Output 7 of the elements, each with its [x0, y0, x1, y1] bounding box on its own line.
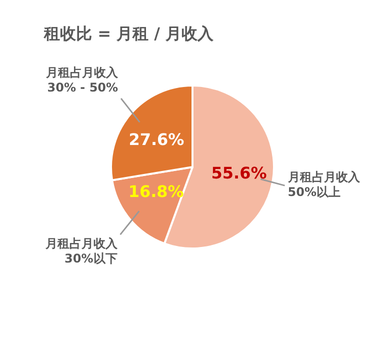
slice-label: 月租占月收入 30% - 50%	[45, 66, 120, 95]
slice-label: 月租占月收入 30%以下	[44, 236, 118, 266]
data-label: 55.6%	[211, 163, 267, 182]
chart-title: 租收比 = 月租 / 月收入	[44, 24, 214, 45]
data-label: 27.6%	[128, 130, 184, 149]
data-label: 16.8%	[128, 182, 184, 202]
slice-label: 月租占月收入 50%以上	[286, 170, 361, 200]
